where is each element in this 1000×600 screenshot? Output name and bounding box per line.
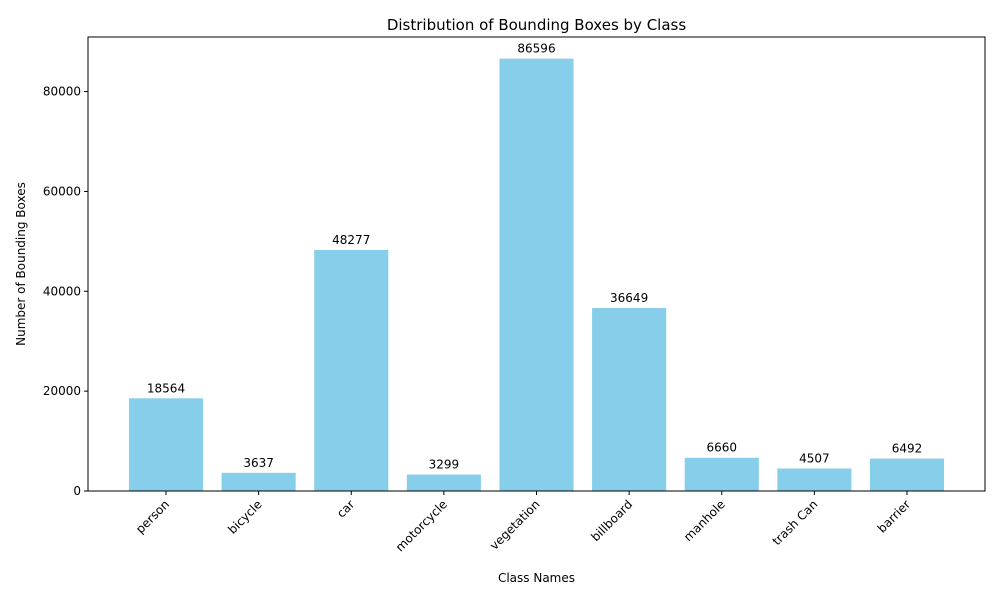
x-tick-label: trash Can [770,497,821,548]
bar-bicycle [221,472,296,491]
chart-title: Distribution of Bounding Boxes by Class [387,16,687,34]
bar-motorcycle [406,474,481,491]
y-tick-label: 20000 [43,384,81,398]
data-label: 6492 [892,442,923,456]
data-label: 36649 [610,291,648,305]
bar-barrier [869,458,945,491]
x-tick-label: barrier [875,497,913,535]
plot-area: 18564 person 3637 bicycle 48277 car 3299 motorc… [43,36,986,554]
data-label: 6660 [706,441,737,455]
data-label: 18564 [147,381,185,395]
x-tick-label: vegetation [487,497,543,553]
bar-person [128,398,204,491]
x-tick-label: manhole [681,497,728,544]
x-tick-label: person [133,497,172,536]
y-tick-label: 60000 [43,184,81,198]
bar-vegetation [499,58,574,492]
y-tick-label: 0 [73,484,81,498]
x-tick-label: bicycle [225,497,265,537]
data-label: 86596 [517,42,555,56]
data-label: 3299 [429,458,460,472]
y-tick-label: 80000 [43,85,81,99]
y-tick-label: 40000 [43,284,81,298]
x-axis-label: Class Names [498,571,575,585]
x-tick-label: billboard [588,497,635,544]
data-label: 48277 [332,233,370,247]
x-tick-label: motorcycle [393,497,450,554]
x-tick-label: car [334,497,357,520]
plot-frame [87,36,986,492]
data-label: 3637 [243,456,274,470]
bar-car [314,249,389,491]
data-label: 4507 [799,451,830,465]
bar-billboard [592,308,667,491]
bar-manhole [684,457,759,491]
y-axis-label: Number of Bounding Boxes [14,182,28,346]
bar-trash-can [777,468,852,491]
